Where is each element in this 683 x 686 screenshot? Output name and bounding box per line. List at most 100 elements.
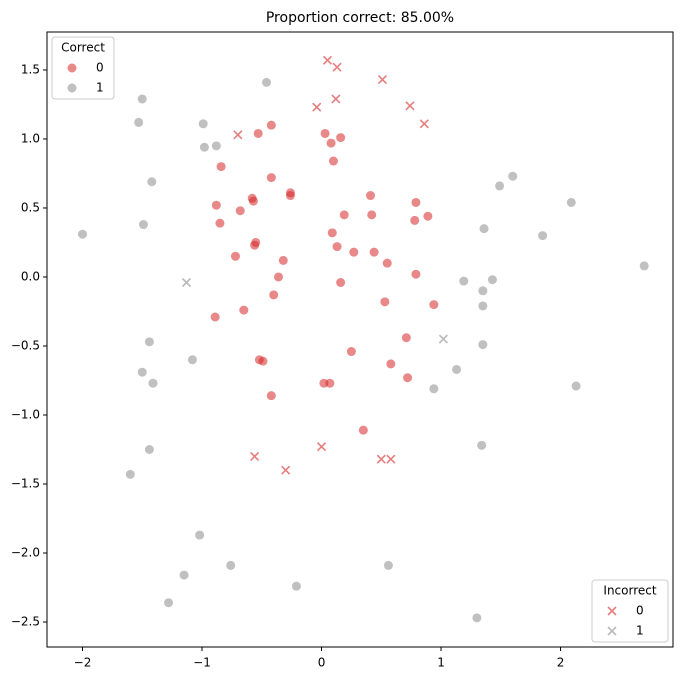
- point: [312, 102, 322, 112]
- point: [336, 277, 346, 287]
- point: [210, 312, 220, 322]
- point: [278, 255, 288, 265]
- point: [148, 378, 158, 388]
- point: [291, 581, 301, 591]
- point: [410, 215, 420, 225]
- point: [316, 442, 327, 452]
- x-tick-label: 1: [437, 656, 445, 670]
- point: [239, 305, 249, 315]
- point: [376, 454, 386, 464]
- x-tick-label: 2: [557, 656, 565, 670]
- point: [438, 334, 448, 344]
- y-tick-label: −1.0: [11, 407, 40, 421]
- legend-label: 0: [96, 61, 104, 75]
- x-tick-label: −1: [193, 656, 211, 670]
- y-tick-label: −0.5: [11, 338, 40, 352]
- point: [326, 138, 336, 148]
- point: [349, 247, 359, 257]
- point: [478, 301, 488, 311]
- point: [327, 228, 337, 238]
- point: [452, 364, 462, 374]
- point: [346, 347, 356, 357]
- point: [332, 242, 342, 252]
- point: [179, 570, 189, 580]
- point: [423, 211, 433, 221]
- point: [187, 355, 197, 365]
- point: [429, 384, 439, 394]
- point: [386, 359, 396, 369]
- point: [639, 261, 649, 271]
- point: [358, 425, 368, 435]
- point: [459, 276, 469, 286]
- point: [367, 210, 377, 220]
- point: [134, 117, 144, 127]
- point: [199, 142, 209, 152]
- point: [198, 119, 208, 129]
- x-tick-label: −2: [74, 656, 92, 670]
- point: [211, 141, 221, 151]
- point: [479, 224, 489, 234]
- point: [538, 231, 548, 241]
- point: [164, 598, 174, 608]
- point: [386, 454, 396, 464]
- y-tick-label: 1.5: [21, 62, 40, 76]
- point: [235, 206, 245, 216]
- point: [262, 77, 272, 87]
- point: [477, 440, 487, 450]
- point: [383, 560, 393, 570]
- point: [147, 177, 157, 187]
- point: [215, 218, 225, 228]
- legend-marker: [67, 63, 77, 73]
- point: [281, 465, 291, 475]
- point: [366, 191, 376, 201]
- point: [137, 94, 147, 104]
- legend-box: [51, 36, 115, 100]
- point: [382, 258, 392, 268]
- legend-marker: [607, 606, 617, 616]
- point: [429, 300, 439, 310]
- point: [336, 133, 346, 143]
- legend-title: Correct: [61, 41, 105, 55]
- legend-marker: [67, 83, 77, 93]
- point: [320, 128, 330, 138]
- point: [322, 55, 333, 65]
- point: [266, 120, 276, 130]
- point: [137, 367, 147, 377]
- point: [380, 297, 390, 307]
- point: [144, 337, 154, 347]
- point: [377, 75, 388, 85]
- point: [250, 451, 260, 461]
- y-tick-label: −2.5: [11, 615, 40, 629]
- point: [328, 156, 338, 166]
- point: [339, 210, 349, 220]
- point: [125, 469, 135, 479]
- point: [411, 269, 421, 279]
- point: [331, 94, 341, 104]
- point: [253, 128, 263, 138]
- point: [273, 272, 283, 282]
- point: [401, 333, 411, 343]
- chart-title: Proportion correct: 85.00%: [266, 10, 454, 26]
- y-tick-label: 0.0: [21, 269, 40, 283]
- point: [472, 613, 482, 623]
- point: [411, 197, 421, 207]
- legend-label: 0: [636, 604, 644, 618]
- y-tick-label: −2.0: [11, 546, 40, 560]
- point: [181, 277, 192, 288]
- y-tick-label: 0.5: [21, 200, 40, 214]
- point: [195, 530, 205, 540]
- legend-box: [591, 579, 669, 643]
- point: [233, 130, 243, 140]
- point: [419, 119, 429, 129]
- x-tick-label: 0: [318, 656, 326, 670]
- point: [566, 197, 576, 207]
- point: [403, 373, 413, 383]
- point: [250, 240, 260, 250]
- legend-marker: [607, 626, 617, 636]
- point: [478, 286, 488, 296]
- point: [248, 196, 258, 206]
- legend-label: 1: [96, 81, 104, 95]
- point: [508, 171, 518, 181]
- point: [211, 200, 221, 210]
